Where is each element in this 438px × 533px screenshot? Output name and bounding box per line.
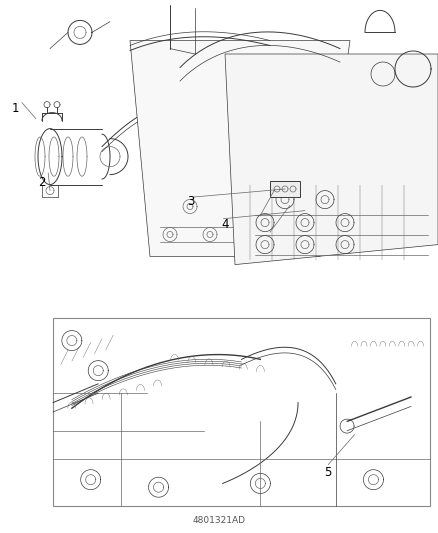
Polygon shape	[130, 41, 350, 256]
Bar	[53, 318, 430, 506]
Text: 3: 3	[187, 195, 194, 208]
Polygon shape	[270, 181, 300, 197]
Text: 1: 1	[11, 101, 19, 115]
Text: 2: 2	[38, 176, 46, 189]
Text: 4: 4	[221, 217, 229, 231]
Text: 4801321AD: 4801321AD	[192, 516, 246, 525]
Polygon shape	[225, 54, 438, 264]
Text: 5: 5	[325, 466, 332, 479]
